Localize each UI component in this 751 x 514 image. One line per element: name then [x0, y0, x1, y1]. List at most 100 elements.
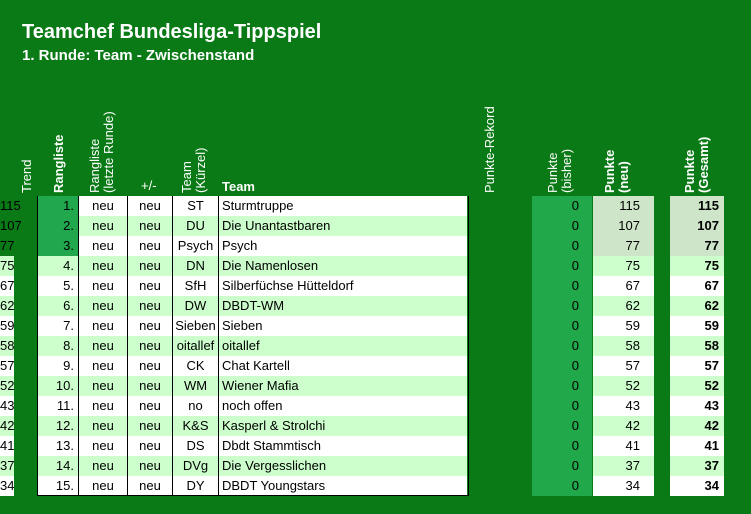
header-total-line2: (Gesamt)	[696, 136, 711, 193]
table-row: 1. neu neu ST Sturmtruppe 115 0 115 115	[0, 196, 751, 216]
cell-short: no	[173, 396, 218, 416]
cell-total: 62	[670, 296, 724, 316]
cell-record: 41	[0, 436, 15, 456]
cell-prev: 0	[532, 196, 592, 216]
cell-total: 43	[670, 396, 724, 416]
grid-line	[38, 495, 468, 496]
header-rank: Rangliste	[51, 134, 66, 193]
grid-line	[127, 196, 128, 496]
cell-team: DBDT-WM	[219, 296, 467, 316]
grid-line	[78, 196, 79, 496]
header-last-round-line1: Rangliste	[87, 138, 102, 193]
page-title: Teamchef Bundesliga-Tippspiel	[22, 21, 322, 43]
cell-team: Chat Kartell	[219, 356, 467, 376]
cell-new: 34	[593, 476, 654, 496]
cell-total: 58	[670, 336, 724, 356]
cell-rank: 13.	[38, 436, 78, 456]
cell-short: SfH	[173, 276, 218, 296]
table-row: 5. neu neu SfH Silberfüchse Hütteldorf 67 0 67 6…	[0, 276, 751, 296]
table-row: 8. neu neu oitallef oitallef 58 0 58 58	[0, 336, 751, 356]
cell-record: 52	[0, 376, 15, 396]
header-short: Team (Kürzel)	[179, 147, 208, 193]
grid-line	[468, 196, 469, 496]
cell-team: Silberfüchse Hütteldorf	[219, 276, 467, 296]
header-total: Punkte (Gesamt)	[682, 136, 711, 193]
header-trend: Trend	[19, 159, 34, 193]
cell-diff: neu	[128, 316, 172, 336]
cell-diff: neu	[128, 276, 172, 296]
cell-total: 37	[670, 456, 724, 476]
cell-diff: neu	[128, 216, 172, 236]
table-row: 3. neu neu Psych Psych 77 0 77 77	[0, 236, 751, 256]
cell-short: DW	[173, 296, 218, 316]
cell-rank: 14.	[38, 456, 78, 476]
grid-line	[37, 196, 38, 496]
cell-rank: 8.	[38, 336, 78, 356]
header-team: Team	[222, 179, 255, 194]
cell-rank: 3.	[38, 236, 78, 256]
cell-last: neu	[79, 476, 127, 496]
cell-last: neu	[79, 296, 127, 316]
cell-diff: neu	[128, 296, 172, 316]
cell-short: ST	[173, 196, 218, 216]
cell-rank: 2.	[38, 216, 78, 236]
cell-diff: neu	[128, 456, 172, 476]
cell-team: Die Vergesslichen	[219, 456, 467, 476]
cell-short: DN	[173, 256, 218, 276]
cell-rank: 12.	[38, 416, 78, 436]
cell-short: Sieben	[173, 316, 218, 336]
cell-last: neu	[79, 236, 127, 256]
cell-new: 37	[593, 456, 654, 476]
cell-new: 43	[593, 396, 654, 416]
table-row: 11. neu neu no noch offen 43 0 43 43	[0, 396, 751, 416]
cell-new: 41	[593, 436, 654, 456]
cell-new: 58	[593, 336, 654, 356]
cell-total: 107	[670, 216, 724, 236]
table-row: 2. neu neu DU Die Unantastbaren 107 0 107 107	[0, 216, 751, 236]
cell-diff: neu	[128, 436, 172, 456]
cell-team: Wiener Mafia	[219, 376, 467, 396]
cell-record: 75	[0, 256, 15, 276]
cell-record: 77	[0, 238, 15, 253]
grid-line	[218, 196, 219, 496]
cell-short: DS	[173, 436, 218, 456]
cell-prev: 0	[532, 296, 592, 316]
cell-last: neu	[79, 416, 127, 436]
cell-diff: neu	[128, 336, 172, 356]
cell-team: Sieben	[219, 316, 467, 336]
cell-record: 59	[0, 316, 15, 336]
cell-team: oitallef	[219, 336, 467, 356]
cell-diff: neu	[128, 396, 172, 416]
cell-rank: 10.	[38, 376, 78, 396]
cell-record: 57	[0, 356, 15, 376]
header-diff: +/-	[141, 178, 157, 193]
cell-total: 59	[670, 316, 724, 336]
header-new-line2: (neu)	[616, 161, 631, 193]
cell-team: Kasperl & Strolchi	[219, 416, 467, 436]
cell-rank: 7.	[38, 316, 78, 336]
cell-prev: 0	[532, 236, 592, 256]
cell-rank: 4.	[38, 256, 78, 276]
cell-short: DY	[173, 476, 218, 496]
cell-last: neu	[79, 336, 127, 356]
cell-last: neu	[79, 196, 127, 216]
header-prev-line2: (bisher)	[559, 148, 574, 193]
cell-rank: 11.	[38, 396, 78, 416]
cell-rank: 15.	[38, 476, 78, 496]
cell-diff: neu	[128, 356, 172, 376]
table-row: 10. neu neu WM Wiener Mafia 52 0 52 52	[0, 376, 751, 396]
header-last-round: Rangliste (letzte Runde)	[87, 111, 116, 193]
cell-last: neu	[79, 316, 127, 336]
cell-short: DVg	[173, 456, 218, 476]
cell-new: 52	[593, 376, 654, 396]
cell-prev: 0	[532, 276, 592, 296]
cell-total: 57	[670, 356, 724, 376]
cell-record: 62	[0, 296, 15, 316]
cell-rank: 1.	[38, 196, 78, 216]
cell-total: 77	[670, 236, 724, 256]
table-row: 14. neu neu DVg Die Vergesslichen 37 0 37 37	[0, 456, 751, 476]
cell-prev: 0	[532, 336, 592, 356]
cell-rank: 5.	[38, 276, 78, 296]
header-prev: Punkte (bisher)	[545, 148, 574, 193]
cell-record: 115	[0, 198, 21, 213]
